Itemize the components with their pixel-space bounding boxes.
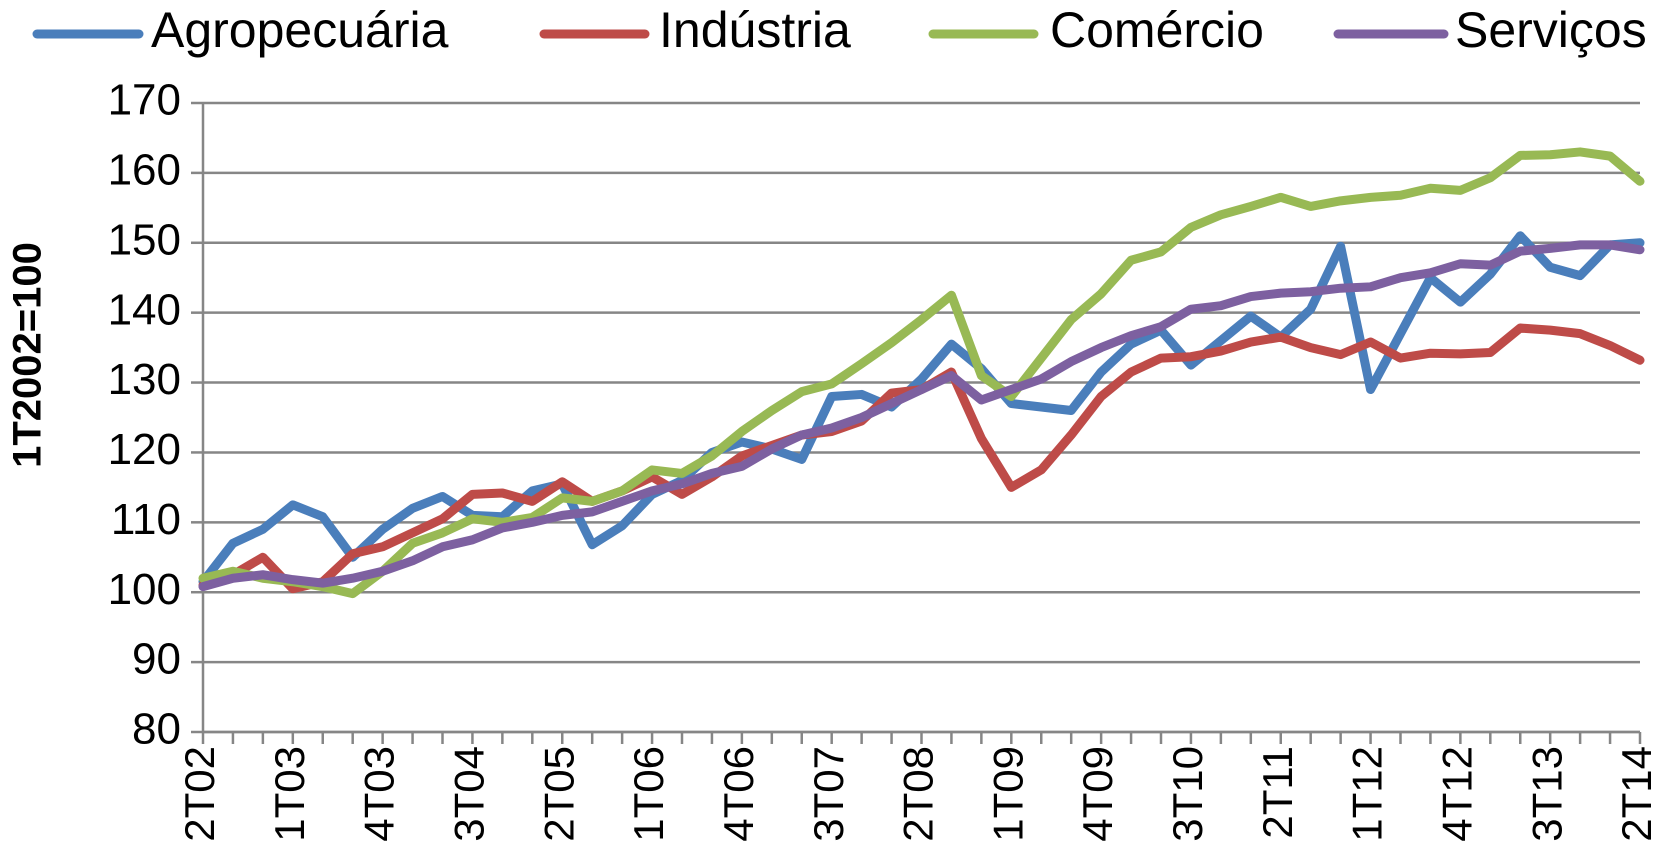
y-tick-label: 80 <box>132 705 181 754</box>
x-tick-label: 2T14 <box>1613 746 1660 842</box>
x-tick-label: 2T02 <box>176 746 223 842</box>
x-tick-label: 1T09 <box>984 746 1031 842</box>
x-tick-label: 4T03 <box>356 746 403 842</box>
x-tick-label: 1T06 <box>625 746 672 842</box>
y-tick-label: 140 <box>108 285 181 334</box>
legend-label: Agropecuária <box>151 2 449 58</box>
series-line <box>198 240 1645 592</box>
y-tick-label: 90 <box>132 635 181 684</box>
y-tick-label: 110 <box>111 495 181 544</box>
y-tick-label: 120 <box>108 425 181 474</box>
y-axis-label: 1T2002=100 <box>6 242 50 468</box>
legend-label: Serviços <box>1455 2 1647 58</box>
y-tick-label: 130 <box>108 355 181 404</box>
x-tick-label: 3T10 <box>1164 746 1211 842</box>
x-tick-label: 3T07 <box>805 746 852 842</box>
series-line <box>198 323 1645 594</box>
x-tick-label: 4T09 <box>1074 746 1121 842</box>
y-tick-label: 160 <box>108 146 181 195</box>
x-tick-label: 1T12 <box>1344 746 1391 842</box>
x-tick-label: 3T13 <box>1523 746 1570 842</box>
x-tick-label: 2T05 <box>535 746 582 842</box>
legend-label: Comércio <box>1050 2 1264 58</box>
y-tick-label: 170 <box>108 76 181 125</box>
legend-label: Indústria <box>659 2 851 58</box>
x-tick-label: 1T03 <box>266 746 313 842</box>
x-tick-label: 3T04 <box>446 746 493 842</box>
x-tick-label: 2T11 <box>1254 746 1301 839</box>
series-line <box>198 231 1645 587</box>
x-tick-label: 2T08 <box>895 746 942 842</box>
series-line <box>198 147 1645 599</box>
x-tick-label: 4T06 <box>715 746 762 842</box>
y-tick-label: 100 <box>108 565 181 614</box>
x-tick-label: 4T12 <box>1433 746 1480 842</box>
y-tick-label: 150 <box>108 215 181 264</box>
